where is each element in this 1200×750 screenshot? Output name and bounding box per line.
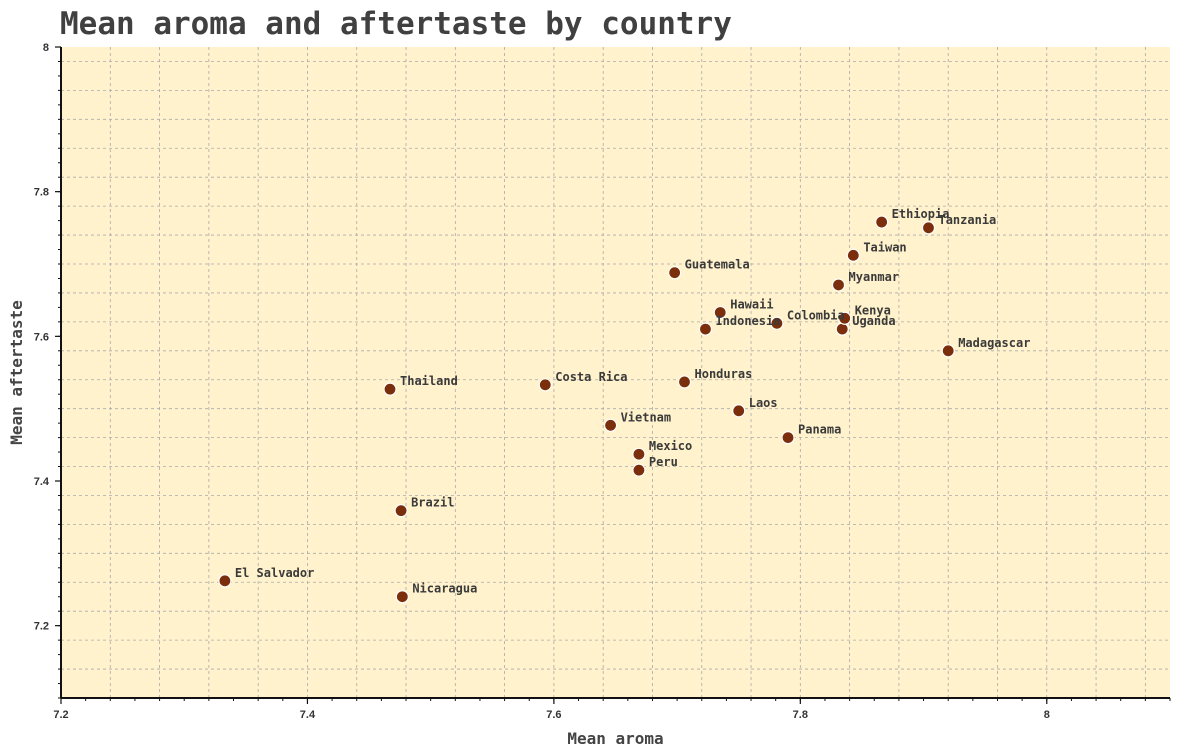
point-label: Myanmar <box>849 270 900 284</box>
data-point <box>677 375 692 389</box>
x-tick-label: 7.2 <box>53 709 68 721</box>
data-point <box>921 221 936 235</box>
y-tick-label: 8 <box>43 42 49 54</box>
x-axis-title: Mean aroma <box>567 729 663 748</box>
point-label: Taiwan <box>863 240 906 254</box>
point-label: Brazil <box>411 496 454 510</box>
x-tick-label: 7.6 <box>546 709 561 721</box>
chart-title: Mean aroma and aftertaste by country <box>60 6 732 42</box>
data-point <box>395 590 409 604</box>
point-label: Thailand <box>400 374 458 388</box>
y-tick-label: 7.4 <box>34 476 50 488</box>
point-label: Peru <box>649 455 678 469</box>
point-label: Uganda <box>852 314 895 328</box>
point-label: El Salvador <box>235 566 314 580</box>
x-tick-label: 8 <box>1044 709 1050 721</box>
data-point <box>538 378 552 392</box>
data-point <box>698 322 713 336</box>
data-point <box>835 322 849 336</box>
point-label: Laos <box>749 396 778 410</box>
data-point <box>838 311 852 325</box>
data-point <box>770 316 784 330</box>
data-point <box>603 418 618 432</box>
tick-labels: 7.2 7.4 7.6 7.8 8 7.2 7.4 7.6 7.8 8 <box>34 42 1050 721</box>
point-label: Kenya <box>855 303 891 317</box>
point-labels: El Salvador Nicaragua Brazil Thailand Costa … <box>235 207 1031 596</box>
grid-lines <box>61 47 1170 698</box>
data-point <box>668 266 682 280</box>
data-point <box>781 431 795 445</box>
point-label: Guatemala <box>685 258 750 272</box>
data-point <box>383 382 397 396</box>
point-label: Vietnam <box>621 410 672 424</box>
data-point <box>713 305 727 320</box>
point-label: Nicaragua <box>412 582 477 596</box>
point-label: Mexico <box>649 439 692 453</box>
data-point <box>394 504 408 518</box>
point-label: Indonesia <box>715 314 780 328</box>
point-label: Hawaii <box>730 297 773 311</box>
point-label: Costa Rica <box>555 370 627 384</box>
data-point <box>941 344 955 358</box>
point-label: Honduras <box>695 367 753 381</box>
x-tick-label: 7.8 <box>793 709 808 721</box>
y-tick-label: 7.8 <box>34 187 49 199</box>
data-point <box>846 248 860 262</box>
y-tick-label: 7.2 <box>34 621 49 633</box>
data-point <box>218 574 232 588</box>
point-label: Madagascar <box>958 336 1030 350</box>
x-tick-label: 7.4 <box>300 709 316 721</box>
point-label: Ethiopia <box>892 207 950 221</box>
axes <box>55 46 1171 704</box>
data-point <box>632 463 646 477</box>
y-axis-title: Mean aftertaste <box>7 300 26 445</box>
plot-area <box>61 47 1170 698</box>
point-label: Tanzania <box>938 213 996 227</box>
data-point <box>732 404 746 418</box>
data-points <box>218 215 955 604</box>
data-point <box>875 215 889 229</box>
point-label: Panama <box>798 423 841 437</box>
y-tick-label: 7.6 <box>34 331 49 343</box>
data-point <box>831 278 846 292</box>
point-label: Colombia <box>787 308 845 322</box>
data-point <box>632 447 646 461</box>
